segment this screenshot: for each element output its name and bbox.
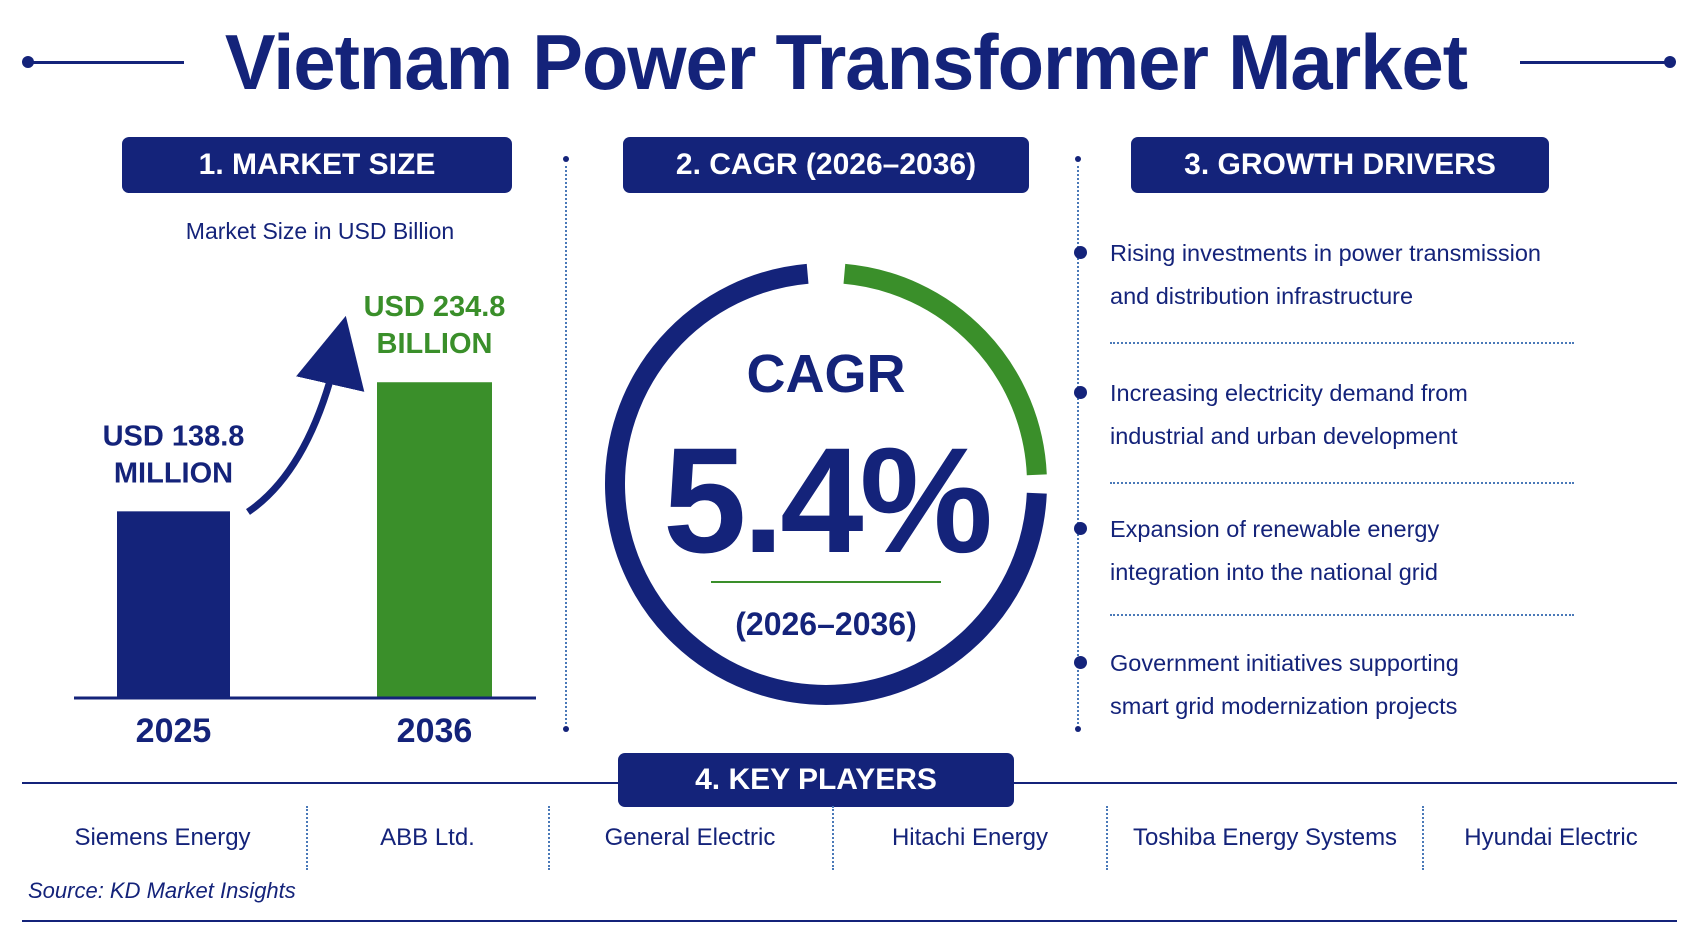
driver-text-line: integration into the national grid	[1110, 559, 1438, 585]
driver-separator	[1110, 482, 1574, 484]
player-general-electric: General Electric	[604, 824, 776, 851]
driver-separator	[1110, 342, 1574, 344]
ring-segment-base	[605, 263, 1047, 705]
bottom-rule	[22, 920, 1677, 922]
ring-segment-highlight	[843, 263, 1047, 476]
key-players-right-line	[1014, 782, 1677, 784]
title-right-line	[1520, 61, 1670, 64]
source-note: Source: KD Market Insights	[28, 878, 296, 903]
section-header-key-players: 4. KEY PLAYERS	[618, 753, 1014, 807]
driver-text-line: Increasing electricity demand from	[1110, 380, 1468, 406]
separator-dot	[1075, 156, 1081, 162]
column-separator-right	[1077, 166, 1079, 724]
separator-dot	[1075, 726, 1081, 732]
market-size-bar-chart: 2025 USD 138.8 MILLION 2036 USD 234.8 BILLION	[74, 291, 536, 750]
bar-value-label: USD 138.8	[103, 420, 245, 452]
bar-value-label: BILLION	[377, 328, 493, 360]
cagr-value: 5.4%	[663, 416, 990, 584]
bullet-icon	[1074, 522, 1087, 535]
column-separator-left	[565, 166, 567, 724]
driver-item: Increasing electricity demand from indus…	[1074, 372, 1580, 458]
driver-item: Rising investments in power transmission…	[1074, 232, 1580, 318]
x-tick-label: 2025	[136, 712, 212, 750]
driver-text-line: industrial and urban development	[1110, 423, 1458, 449]
page-title: Vietnam Power Transformer Market	[224, 18, 1468, 107]
player-separator	[1106, 806, 1108, 870]
driver-text-line: Expansion of renewable energy	[1110, 516, 1440, 542]
player-hitachi-energy: Hitachi Energy	[891, 824, 1049, 851]
bar-value-label: USD 234.8	[364, 291, 506, 323]
section-header-market-size: 1. MARKET SIZE	[122, 137, 512, 193]
section-header-cagr: 2. CAGR (2026–2036)	[623, 137, 1029, 193]
separator-dot	[563, 726, 569, 732]
player-separator	[832, 806, 834, 870]
cagr-ring-chart: CAGR 5.4% (2026–2036)	[605, 263, 1047, 705]
cagr-label: CAGR	[747, 344, 906, 404]
section-header-growth-drivers: 3. GROWTH DRIVERS	[1131, 137, 1549, 193]
driver-text-line: and distribution infrastructure	[1110, 283, 1414, 309]
player-toshiba-energy-systems: Toshiba Energy Systems	[1132, 824, 1398, 851]
bullet-icon	[1074, 386, 1087, 399]
player-separator	[548, 806, 550, 870]
bar-2036	[377, 382, 492, 698]
bar-value-label: MILLION	[114, 457, 233, 489]
driver-item: Government initiatives supporting smart …	[1074, 642, 1580, 728]
driver-separator	[1110, 614, 1574, 616]
player-abb: ABB Ltd.	[380, 824, 475, 851]
player-hyundai-electric: Hyundai Electric	[1464, 824, 1638, 851]
driver-text-line: Government initiatives supporting	[1110, 650, 1459, 676]
title-area: Vietnam Power Transformer Market	[0, 18, 1692, 108]
separator-dot	[563, 156, 569, 162]
title-left-line	[28, 61, 184, 64]
key-players-left-line	[22, 782, 618, 784]
player-separator	[1422, 806, 1424, 870]
player-separator	[306, 806, 308, 870]
driver-item: Expansion of renewable energy integratio…	[1074, 508, 1580, 594]
bullet-icon	[1074, 656, 1087, 669]
cagr-period: (2026–2036)	[735, 606, 916, 642]
player-siemens-energy: Siemens Energy	[74, 824, 251, 851]
bar-2025	[117, 511, 230, 698]
driver-text-line: Rising investments in power transmission	[1110, 240, 1541, 266]
chart-subtitle: Market Size in USD Billion	[185, 218, 455, 244]
driver-text-line: smart grid modernization projects	[1110, 693, 1458, 719]
growth-arrow	[246, 315, 365, 515]
x-tick-label: 2036	[397, 712, 473, 750]
bullet-icon	[1074, 246, 1087, 259]
title-right-dot	[1664, 56, 1676, 68]
